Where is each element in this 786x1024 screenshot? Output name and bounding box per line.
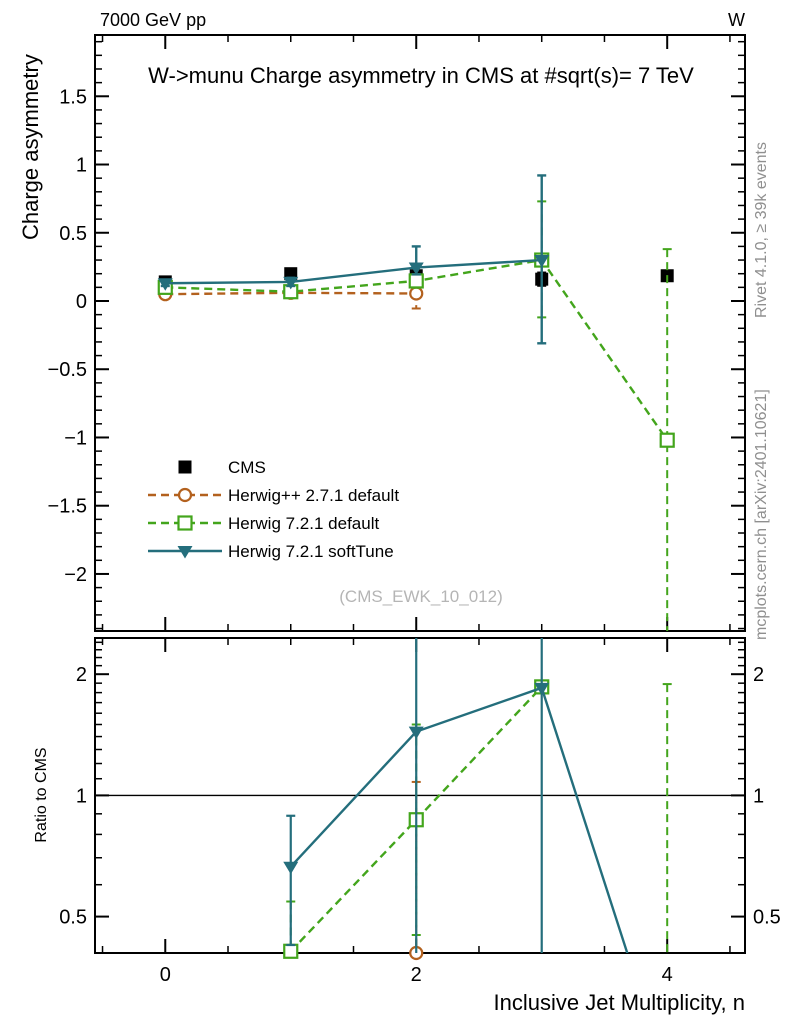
main-title: W->munu Charge asymmetry in CMS at #sqrt… [148, 63, 694, 88]
legend-entry-herwig_softtune: Herwig 7.2.1 softTune [148, 542, 394, 561]
herwig_default_ratio-series [283, 679, 672, 959]
x-tick-label: 0 [160, 964, 171, 986]
generated-series-layer [157, 174, 675, 961]
marker-triangle-down [157, 278, 173, 291]
marker-square-open [408, 273, 424, 289]
mcplots-arxiv-note: mcplots.cern.ch [arXiv:2401.10621] [753, 389, 770, 640]
legend-entry-herwig_default: Herwig 7.2.1 default [148, 514, 379, 533]
legend: CMS Herwig++ 2.7.1 default Herwig 7.2.1 de… [148, 458, 399, 561]
analysis-watermark: (CMS_EWK_10_012) [339, 587, 502, 606]
herwig_softtune_ratio-series [283, 638, 629, 953]
herwig_softtune-series [157, 174, 550, 345]
legend-label: Herwig 7.2.1 default [228, 514, 379, 533]
beam-energy-label: 7000 GeV pp [100, 10, 206, 30]
herwig_softtune_ratio-markers [283, 682, 550, 875]
herwig_softtune_ratio-line [289, 686, 629, 953]
herwig_default_ratio-line [289, 686, 543, 953]
marker-triangle-down [534, 682, 550, 696]
marker-triangle-down [283, 861, 299, 875]
x-tick-label: 2 [411, 964, 422, 986]
legend-label: Herwig 7.2.1 softTune [228, 542, 394, 561]
main-panel-y-tick-label: 0.5 [59, 223, 87, 245]
marker-triangle-down [283, 276, 299, 290]
main-panel-y-tick-label: −1.5 [48, 496, 87, 518]
main-panel-y-tick-label: −1 [64, 427, 87, 449]
main-panel-axes: −2 −1.5 −1 −0.5 0 0.5 1 1.5 [48, 34, 746, 632]
marker-triangle-down [177, 546, 193, 559]
ratio-panel-y-tick-label: 0.5 [59, 907, 87, 929]
main-y-axis-title: Charge asymmetry [18, 54, 43, 240]
generated-chart-layer: −2 −1.5 −1 −0.5 0 0.5 1 1.5 0.5 0.5 1 1 2 2 0 2 4 [48, 34, 781, 986]
marker-square-open [177, 515, 193, 531]
main-panel-y-tick-label: 1.5 [59, 86, 87, 108]
main-panel-y-tick-label: 0 [76, 291, 87, 313]
legend-label: CMS [228, 458, 266, 477]
herwig_softtune-error-bars [160, 174, 547, 345]
ratio-panel-axes: 0.5 0.5 1 1 2 2 [59, 637, 781, 954]
ratio-panel-y-tick-label-right: 2 [753, 664, 764, 686]
marker-triangle-down [408, 262, 424, 276]
rivet-version-note: Rivet 4.1.0, ≥ 39k events [753, 142, 770, 318]
ratio-panel-y-tick-label-right: 1 [753, 785, 764, 807]
ratio-y-axis-title: Ratio to CMS [33, 747, 50, 842]
main-panel-y-tick-label: −0.5 [48, 359, 87, 381]
marker-circle-open [409, 286, 424, 301]
main-panel-frame [94, 34, 746, 632]
ratio-panel-y-tick-label: 2 [76, 664, 87, 686]
marker-triangle-down [534, 255, 550, 268]
herwigpp-line [165, 291, 417, 296]
legend-entry-herwigpp: Herwig++ 2.7.1 default [148, 486, 399, 505]
x-axis-title: Inclusive Jet Multiplicity, n [494, 990, 745, 1015]
herwig_softtune-line [165, 258, 542, 285]
herwig_softtune_ratio-error-bars [286, 638, 543, 953]
marker-square-open [659, 432, 675, 448]
process-label: W [728, 10, 745, 30]
ratio-panel-y-tick-label: 1 [76, 785, 87, 807]
main-panel-y-tick-label: −2 [64, 564, 87, 586]
ratio-panel-y-tick-label-right: 0.5 [753, 907, 781, 929]
marker-triangle-down [408, 726, 424, 740]
x-tick-label: 4 [662, 964, 673, 986]
marker-square-open [283, 943, 299, 959]
marker-square-filled [178, 460, 192, 474]
main-panel-y-tick-label: 1 [76, 155, 87, 177]
marker-circle-open [177, 487, 193, 503]
legend-entry-cms: CMS [178, 458, 266, 477]
legend-label: Herwig++ 2.7.1 default [228, 486, 399, 505]
herwig_default_ratio-error-bars [286, 683, 672, 953]
herwig_softtune-markers [157, 255, 550, 291]
